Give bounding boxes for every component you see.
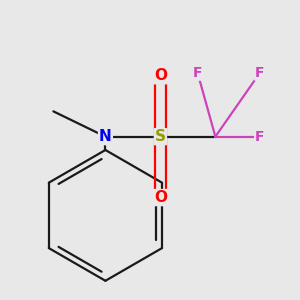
Text: F: F	[255, 66, 265, 80]
Text: S: S	[155, 129, 166, 144]
Text: O: O	[154, 190, 167, 205]
Text: F: F	[193, 66, 202, 80]
Text: N: N	[99, 129, 112, 144]
Text: O: O	[154, 68, 167, 83]
Text: F: F	[255, 130, 265, 144]
